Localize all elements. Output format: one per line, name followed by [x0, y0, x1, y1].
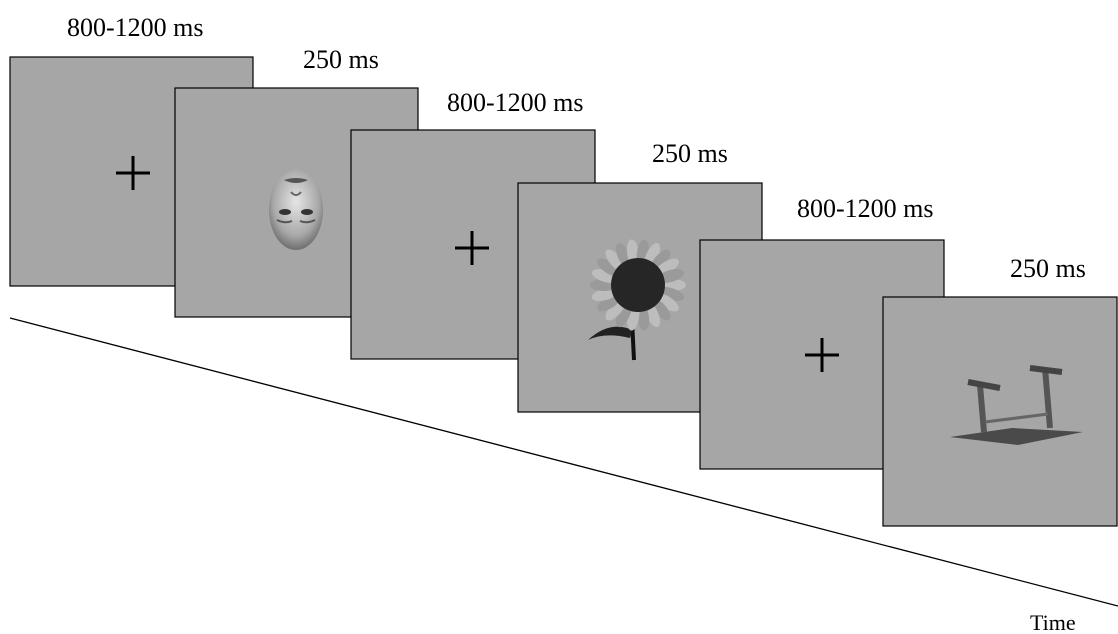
duration-label: 250 ms: [1010, 254, 1086, 283]
duration-label: 250 ms: [303, 45, 379, 74]
duration-label: 250 ms: [652, 139, 728, 168]
flower-center: [611, 258, 665, 312]
axis-label: Time: [1030, 610, 1076, 634]
duration-label: 800-1200 ms: [447, 88, 584, 117]
duration-label: 800-1200 ms: [67, 13, 204, 42]
screen: [883, 297, 1117, 526]
frames: 800-1200 ms 250 ms 800-1200 ms 250 ms 800-12…: [10, 13, 1117, 526]
duration-label: 800-1200 ms: [797, 194, 934, 223]
eye: [279, 209, 291, 215]
trial-diagram: Time 800-1200 ms250 ms800-1200 ms250 ms8…: [0, 0, 1118, 634]
eye: [301, 209, 313, 215]
